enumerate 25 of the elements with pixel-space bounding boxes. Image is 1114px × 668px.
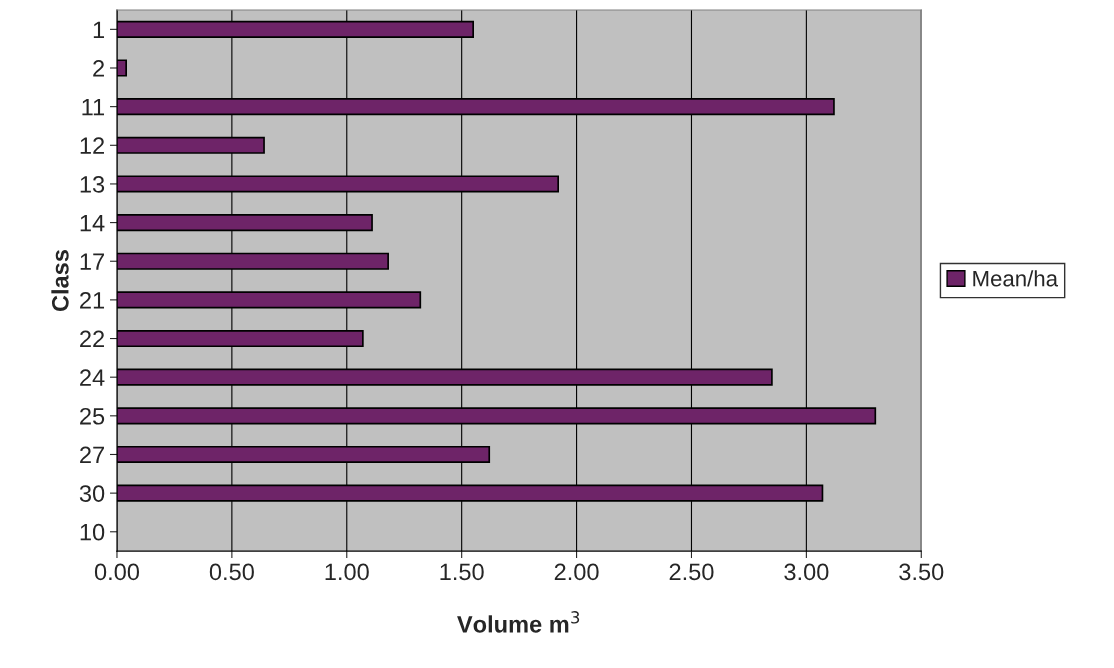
y-tick-label: 21 [80, 291, 105, 309]
y-tick-label: 17 [80, 253, 104, 270]
y-tick-label: 30 [79, 485, 105, 502]
legend-label: Mean/ha [973, 270, 1059, 287]
x-tick-label: 1.00 [325, 563, 369, 581]
y-tick-label: 14 [80, 214, 105, 232]
y-tick-label: 25 [80, 407, 105, 425]
x-tick-label: 3.50 [899, 563, 944, 581]
y-tick-label: 22 [80, 330, 104, 348]
y-tick-label: 24 [80, 369, 105, 386]
y-tick-label: 11 [82, 98, 105, 116]
y-tick-label: 10 [80, 523, 105, 541]
x-tick-label: 0.50 [209, 563, 254, 581]
x-tick-label: 2.50 [669, 563, 714, 581]
x-axis-title: Volume m$^{3}$ [457, 611, 580, 633]
x-tick-label: 0.00 [94, 563, 140, 581]
x-tick-label: 3.00 [784, 563, 829, 581]
y-tick-label: 27 [80, 446, 104, 464]
y-tick-label: 2 [93, 60, 104, 77]
y-tick-label: 1 [93, 21, 105, 38]
y-axis-title: Class [51, 250, 69, 312]
x-tick-label: 2.00 [554, 563, 599, 581]
x-tick-label: 1.50 [440, 563, 484, 581]
y-tick-label: 12 [80, 137, 104, 154]
y-tick-label: 13 [80, 176, 105, 193]
